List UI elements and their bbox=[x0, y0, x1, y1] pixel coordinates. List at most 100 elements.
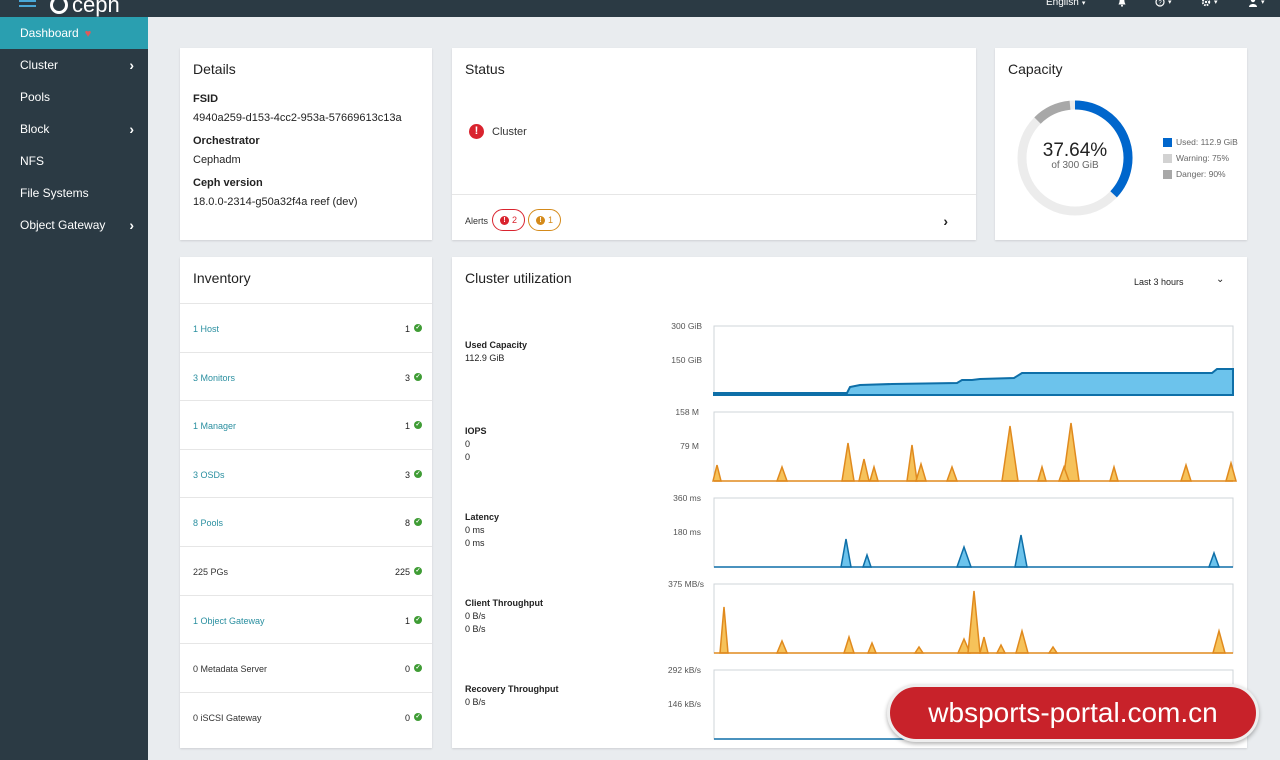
inventory-label[interactable]: 1 Manager bbox=[193, 421, 237, 432]
alerts-label: Alerts bbox=[465, 216, 489, 226]
client-throughput-series bbox=[967, 590, 981, 654]
hamburger-icon[interactable] bbox=[19, 0, 36, 10]
check-circle-icon: ✓ bbox=[414, 664, 422, 673]
legend-swatch bbox=[1163, 169, 1172, 179]
inventory-row[interactable]: 3 Monitors 3 ✓ bbox=[180, 351, 432, 401]
client-throughput-series bbox=[995, 643, 1007, 654]
inventory-row[interactable]: 1 Host 1 ✓ bbox=[180, 303, 432, 352]
inventory-row[interactable]: 1 Object Gateway 1 ✓ bbox=[180, 594, 432, 644]
client-throughput-series bbox=[1212, 628, 1226, 654]
sidebar-item-pools[interactable]: Pools bbox=[0, 81, 148, 113]
legend-swatch bbox=[1163, 137, 1172, 147]
axis-tick: 360 ms bbox=[673, 493, 701, 503]
check-circle-icon: ✓ bbox=[414, 567, 422, 575]
inventory-card: Inventory 1 Host 1 ✓ 3 Monitors 3 ✓ 1 Manager 1… bbox=[180, 257, 432, 748]
iops-series bbox=[1225, 460, 1237, 482]
user-icon bbox=[1249, 0, 1257, 7]
inventory-label[interactable]: 1 Host bbox=[193, 324, 220, 334]
chart-frame bbox=[713, 411, 1234, 482]
client-throughput-series bbox=[719, 606, 729, 654]
sidebar-item-label: Object Gateway bbox=[20, 218, 106, 232]
check-circle-icon: ✓ bbox=[414, 712, 422, 721]
metric-value: 112.9 GiB bbox=[465, 353, 505, 363]
iops-series bbox=[945, 464, 959, 482]
sidebar-item-file-systems[interactable]: File Systems bbox=[0, 177, 148, 209]
iops-series bbox=[775, 464, 789, 482]
sidebar-nav: Dashboard ♥ Cluster › Pools Block › NFS Fil… bbox=[0, 17, 148, 760]
fsid-label: FSID bbox=[193, 93, 219, 105]
ceph-logo-icon bbox=[50, 0, 68, 14]
iops-series bbox=[906, 444, 918, 482]
metric-name: Client Throughput bbox=[465, 598, 543, 608]
ceph-version-value: 18.0.0-2314-g50a32f4a reef (dev) bbox=[193, 196, 358, 208]
danger-alerts-badge[interactable]: ! 2 bbox=[492, 209, 526, 231]
warning-alerts-count: 1 bbox=[548, 215, 554, 225]
divider bbox=[452, 194, 976, 195]
orchestrator-label: Orchestrator bbox=[193, 135, 260, 147]
inventory-label[interactable]: 3 Monitors bbox=[193, 372, 236, 383]
inventory-row[interactable]: 8 Pools 8 ✓ bbox=[180, 497, 432, 546]
sidebar-item-object-gateway[interactable]: Object Gateway › bbox=[0, 209, 148, 241]
notifications-button[interactable] bbox=[1117, 0, 1127, 7]
capacity-total: of 300 GiB bbox=[1051, 160, 1099, 171]
sidebar-item-dashboard[interactable]: Dashboard ♥ bbox=[0, 17, 148, 49]
card-title: Details bbox=[193, 61, 236, 77]
metric-name: Used Capacity bbox=[465, 340, 528, 350]
iops-series bbox=[869, 464, 879, 482]
sidebar-item-cluster[interactable]: Cluster › bbox=[0, 49, 148, 81]
sidebar-item-label: File Systems bbox=[20, 186, 89, 200]
warning-threshold-arc bbox=[1034, 100, 1071, 124]
user-menu-button[interactable]: ▾ bbox=[1248, 0, 1265, 7]
chevron-right-icon: › bbox=[129, 121, 134, 137]
help-menu-button[interactable]: ? ▾ bbox=[1155, 0, 1172, 7]
sidebar-item-nfs[interactable]: NFS bbox=[0, 145, 148, 177]
exclamation-icon: ! bbox=[500, 215, 509, 225]
cluster-health-status[interactable]: ! Cluster bbox=[469, 124, 527, 139]
client-throughput-series bbox=[979, 636, 989, 654]
chevron-right-icon[interactable]: › bbox=[943, 213, 948, 229]
language-selector[interactable]: English ▾ bbox=[1046, 0, 1085, 8]
client-throughput-series bbox=[1047, 645, 1059, 654]
inventory-count: 225 bbox=[394, 567, 410, 577]
metric-value: 0 B/s bbox=[465, 697, 486, 707]
inventory-count: 0 bbox=[404, 664, 410, 675]
inventory-label[interactable]: 1 Object Gateway bbox=[193, 615, 265, 626]
metric-value: 0 B/s bbox=[465, 611, 486, 621]
check-circle-icon: ✓ bbox=[414, 469, 422, 478]
client-throughput-series bbox=[775, 639, 789, 654]
chart-frame bbox=[713, 497, 1234, 568]
chevron-down-icon[interactable]: ⌄ bbox=[1216, 274, 1225, 285]
inventory-row[interactable]: 1 Manager 1 ✓ bbox=[180, 400, 432, 449]
warning-alerts-badge[interactable]: ! 1 bbox=[528, 209, 562, 231]
legend-swatch bbox=[1163, 153, 1172, 163]
legend-warning: Warning: 75% bbox=[1163, 153, 1229, 163]
client-throughput-series bbox=[842, 634, 856, 654]
sidebar-item-label: NFS bbox=[20, 154, 44, 168]
status-card: Status ! Cluster Alerts ! 2 ! 1 › bbox=[452, 48, 976, 240]
brand-text: ceph bbox=[72, 0, 120, 17]
capacity-donut-chart bbox=[1017, 100, 1133, 216]
settings-menu-button[interactable]: ▾ bbox=[1201, 0, 1218, 7]
capacity-percent: 37.64% bbox=[1042, 140, 1108, 161]
axis-tick: 158 M bbox=[675, 407, 699, 417]
inventory-label[interactable]: 8 Pools bbox=[193, 518, 224, 529]
sidebar-item-block[interactable]: Block › bbox=[0, 113, 148, 145]
cluster-utilization-card: Cluster utilization Last 3 hours ⌄ Used … bbox=[452, 257, 1247, 748]
card-title: Inventory bbox=[193, 270, 251, 286]
time-range-select[interactable]: Last 3 hours bbox=[1134, 277, 1184, 287]
axis-tick: 375 MB/s bbox=[668, 579, 704, 589]
inventory-label[interactable]: 3 OSDs bbox=[193, 469, 225, 480]
check-circle-icon: ✓ bbox=[414, 324, 422, 332]
brand-logo[interactable]: ceph bbox=[50, 0, 120, 18]
iops-series bbox=[914, 461, 928, 482]
chevron-right-icon: › bbox=[129, 57, 134, 73]
sidebar-item-label: Block bbox=[20, 122, 50, 136]
svg-text:?: ? bbox=[1158, 1, 1162, 7]
axis-tick: 292 kB/s bbox=[667, 665, 701, 675]
caret-down-icon: ▾ bbox=[1214, 0, 1218, 6]
axis-tick: 146 kB/s bbox=[667, 699, 701, 709]
inventory-row: 0 iSCSI Gateway 0 ✓ bbox=[180, 691, 432, 741]
check-circle-icon: ✓ bbox=[414, 615, 422, 624]
inventory-row[interactable]: 3 OSDs 3 ✓ bbox=[180, 448, 432, 498]
latency-series bbox=[1014, 534, 1028, 568]
